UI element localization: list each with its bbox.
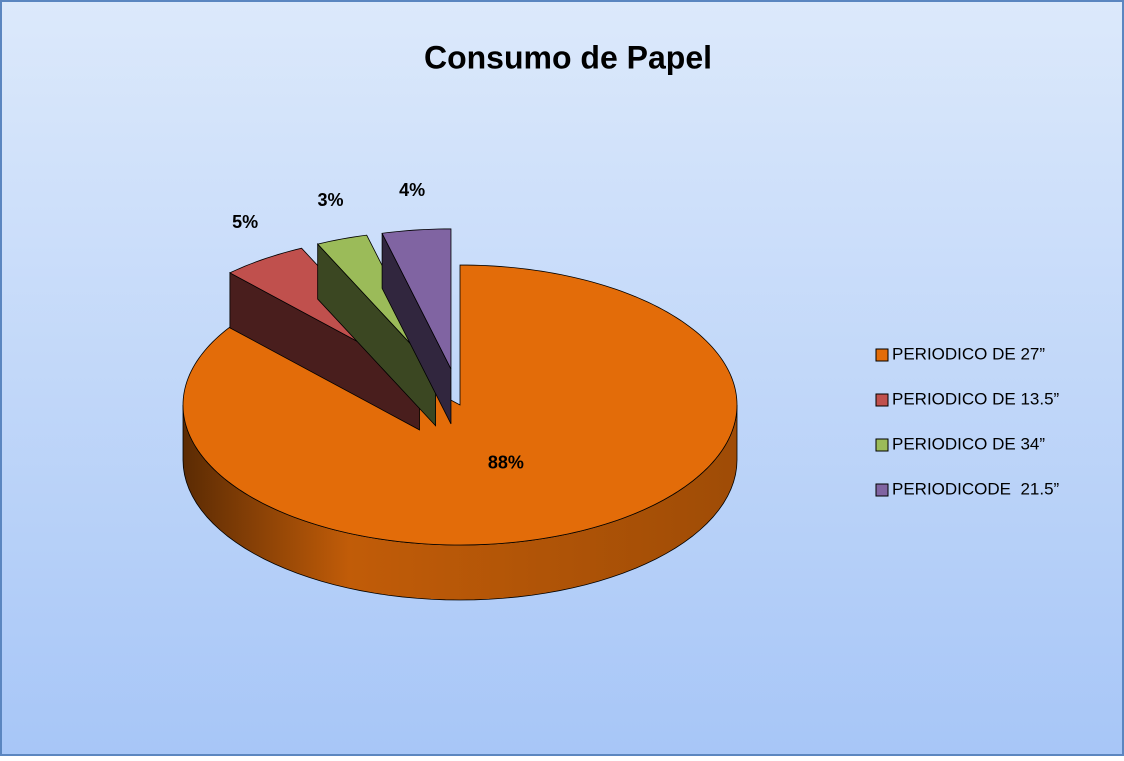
data-label: 3% [318,190,344,210]
legend-swatch [875,348,889,362]
legend-label: PERIODICO DE 27” [892,344,1045,363]
legend-label: PERIODICO DE 13.5” [892,389,1060,408]
chart-title: Consumo de Papel [424,39,712,75]
pie-slice [316,234,436,372]
data-label: 5% [232,212,258,232]
pie: 88% 5% 3% 4% [182,180,738,601]
data-label: 88% [488,452,524,472]
legend-swatch [875,438,889,452]
pie-slice [381,228,452,370]
legend-label: PERIODICODE 21.5” [892,479,1060,498]
legend-label: PERIODICO DE 34” [892,434,1045,453]
legend: PERIODICO DE 27” PERIODICO DE 13.5” PERIOD… [875,344,1060,498]
legend-swatch [875,393,889,407]
legend-swatch [875,483,889,497]
data-label: 4% [399,180,425,200]
